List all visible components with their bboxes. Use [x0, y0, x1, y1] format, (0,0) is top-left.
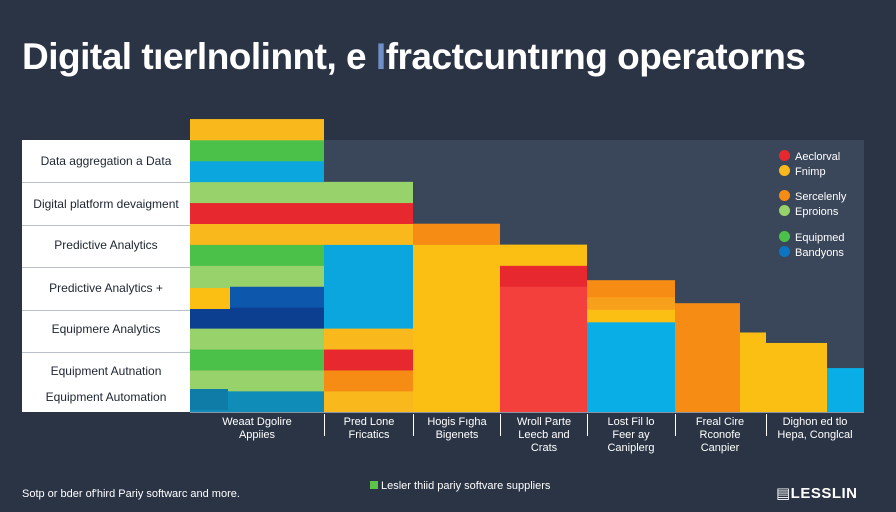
x-tick-label: Wroll Parte Leecb and Crats [516, 416, 572, 454]
bar-segment-0-2 [190, 349, 324, 371]
x-tick-divider [675, 414, 676, 436]
legend-swatch [779, 231, 790, 242]
bar-segment-0-1 [190, 370, 324, 392]
legend-label: Bandyons [795, 247, 844, 259]
legend-swatch [779, 165, 790, 176]
bar-segment-2-0 [413, 244, 500, 413]
x-tick-divider [500, 414, 501, 436]
row-label: Equipment Automation [45, 390, 167, 404]
bar-segment-0-3 [190, 328, 324, 350]
legend-label: Sercelenly [795, 191, 847, 203]
bar-segment-7-0 [766, 342, 827, 413]
bar-segment-4-0 [587, 322, 675, 413]
bar-segment-1-3 [324, 328, 413, 350]
bar-segment-0-10 [190, 181, 324, 204]
x-tick-divider [413, 414, 414, 436]
row-label: Digital platform devaigment [33, 197, 179, 211]
chart-title: Digital tıerlnolinnt, e Ifractcuntırng o… [22, 36, 806, 77]
row-divider [22, 182, 190, 183]
bar-segment-1-2 [324, 349, 413, 371]
bar-segment-3-0 [500, 286, 587, 413]
legend-label: Eproions [795, 206, 839, 218]
row-label: Equipment Autnation [50, 364, 162, 378]
legend-item: Bandyons [779, 246, 844, 259]
x-tick-label: Freal Cire Rconofe Canpier [695, 416, 745, 454]
legend-label: Equipmed [795, 232, 845, 244]
row-label: Predictive Analytics [54, 238, 158, 252]
x-tick-label: Pred Lone Fricatics [343, 416, 395, 441]
bar-segment-4-2 [587, 296, 675, 310]
legend-item: Eproions [779, 205, 838, 218]
x-tick-label: Lost Fil lo Feer ay Caniplerg [607, 416, 655, 454]
bar-segment-1-0 [324, 391, 413, 413]
x-tick-label: Weaat Dgolire Appiies [222, 416, 292, 441]
bar-segment-0-8 [190, 223, 324, 245]
x-tick-label: Dighon ed tlo Hepa, Conglcal [777, 416, 853, 441]
bar-segment-3-1 [500, 265, 587, 287]
x-tick-divider [587, 414, 588, 436]
bar-segment-0-7 [190, 244, 324, 266]
bar-segment-1-4 [324, 244, 413, 329]
legend-swatch [779, 246, 790, 257]
x-tick-divider [766, 414, 767, 436]
footer-legend-swatch [370, 481, 378, 489]
legend-swatch [779, 205, 790, 216]
bar-segment-0-9 [190, 202, 324, 224]
row-label: Predictive Analytics + [49, 281, 163, 295]
legend-label: Aeclorval [795, 151, 841, 163]
row-divider [22, 310, 190, 311]
legend-swatch [779, 150, 790, 161]
bar-segment-1-6 [324, 202, 413, 224]
bar-segment-accent-b [190, 288, 230, 309]
row-label: Equipmere Analytics [51, 322, 161, 336]
footer-note: Sotp or bder of'hird Pariy softwarc and … [22, 488, 240, 500]
row-divider [22, 267, 190, 268]
bar-segment-0-4 [190, 307, 324, 329]
legend-item: Fnimp [779, 165, 826, 178]
bar-segment-accent-a [190, 267, 230, 288]
bar-segment-3-2 [500, 244, 587, 266]
bar-segment-0-11 [190, 160, 324, 183]
legend-item: Aeclorval [779, 150, 840, 163]
bar-segment-6-0 [740, 332, 766, 413]
bar-segment-0-12 [190, 140, 324, 162]
legend-item: Sercelenly [779, 190, 846, 203]
row-divider [22, 352, 190, 353]
bar-segment-1-5 [324, 223, 413, 245]
bar-segment-5-0 [675, 303, 740, 413]
legend-label: Fnimp [795, 166, 826, 178]
legend-item: Equipmed [779, 231, 845, 244]
x-tick-divider [324, 414, 325, 436]
bar-segment-1-7 [324, 181, 413, 204]
bar-segment-0-13 [190, 119, 324, 141]
bar-segment-2-1 [413, 223, 500, 245]
row-label: Data aggregation a Data [40, 154, 172, 168]
brand-logo: ▤LESSLIN [776, 485, 858, 502]
bar-segment-4-3 [587, 280, 675, 298]
row-label-panel [22, 140, 190, 412]
x-tick-label: Hogis Fıgha Bigenets [427, 416, 487, 441]
bar-segment-accent-c [190, 389, 228, 410]
bar-segment-8-0 [827, 368, 864, 413]
row-divider [22, 225, 190, 226]
footer-legend: Lesler thiid pariy softvare suppliers [370, 480, 550, 492]
bar-segment-4-1 [587, 309, 675, 323]
bar-segment-1-1 [324, 370, 413, 392]
x-axis-line [190, 412, 864, 413]
legend-swatch [779, 190, 790, 201]
